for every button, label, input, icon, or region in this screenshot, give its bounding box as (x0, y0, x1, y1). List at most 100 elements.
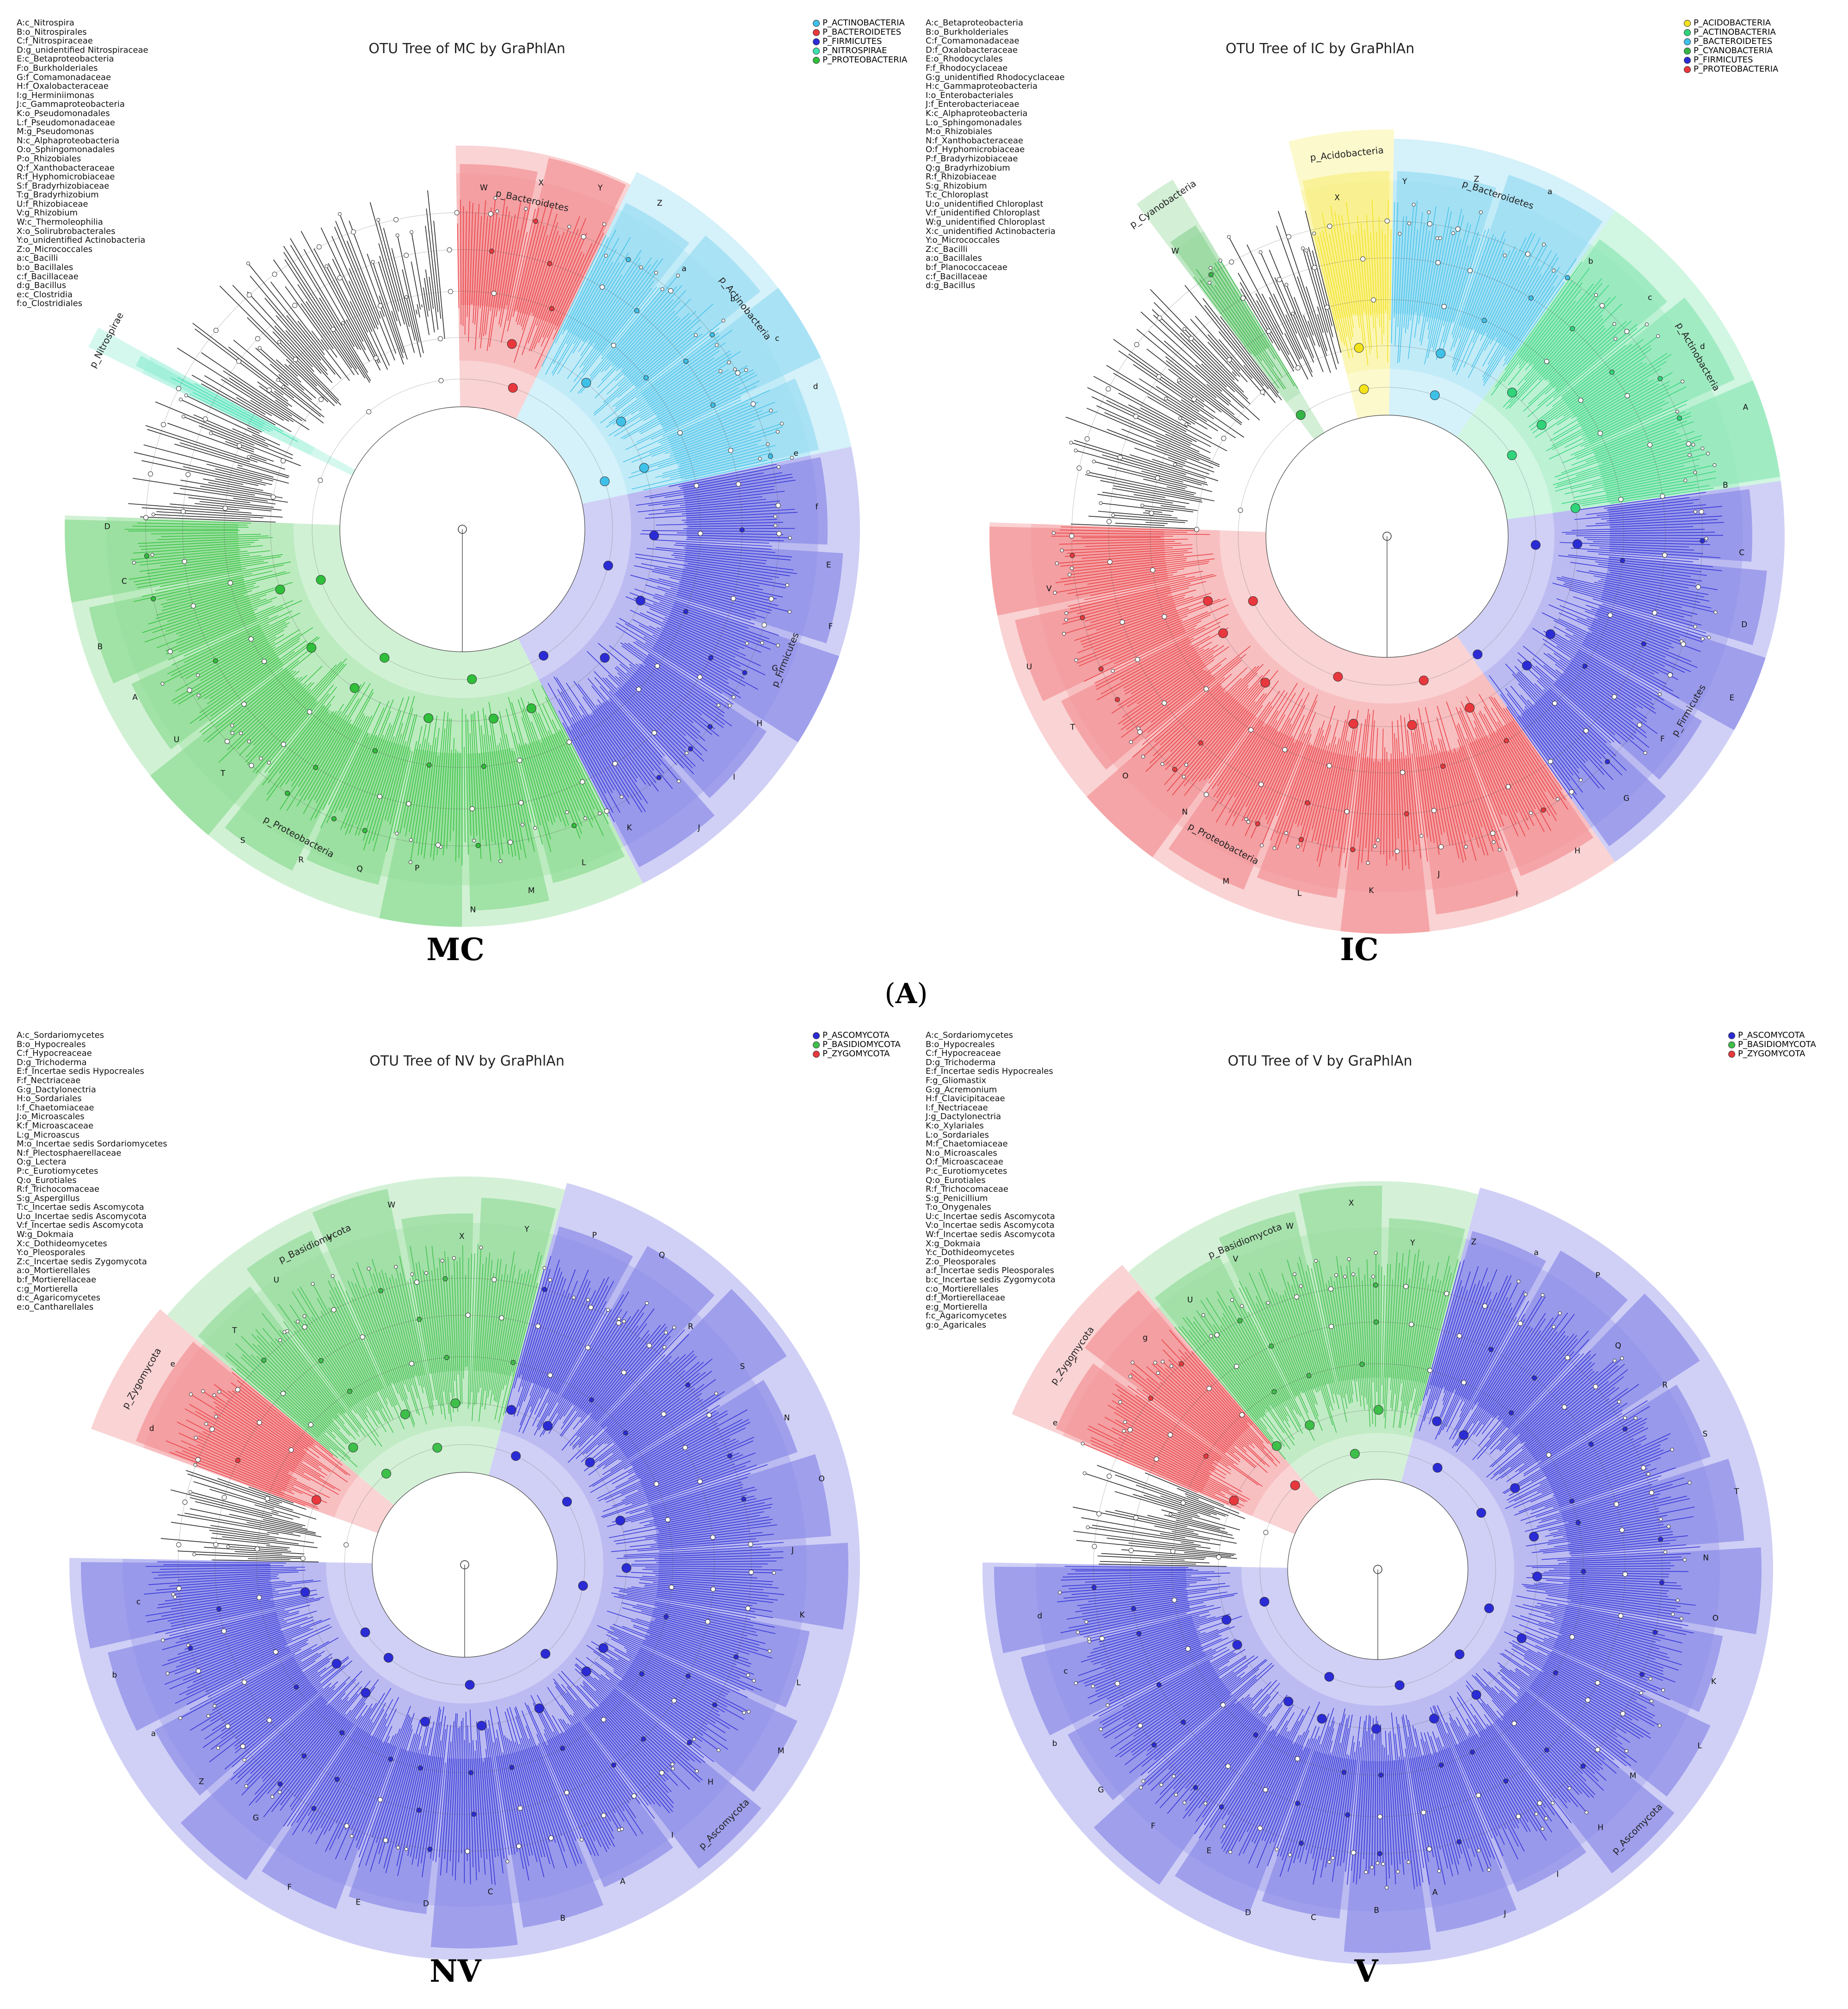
tree-node (313, 765, 319, 770)
tree-branch (1382, 1745, 1388, 1888)
tree-node (289, 1447, 294, 1453)
tree-branch (1439, 750, 1467, 860)
tree-branch (1113, 1444, 1244, 1507)
tree-branch (432, 1725, 448, 1861)
tree-branch (596, 1379, 716, 1468)
tree-branch (602, 677, 694, 774)
tree-branch (456, 1261, 461, 1405)
tree-branch (1185, 1493, 1199, 1500)
tree-branch (214, 1411, 321, 1477)
leaf-node (1503, 253, 1507, 257)
tree-branch (594, 671, 684, 768)
tree-branch (632, 1410, 728, 1467)
abbreviation-item: Z:c_Incertae sedis Zygomycota (17, 1256, 147, 1267)
tree-node (360, 1334, 365, 1340)
tree-branch (614, 1516, 769, 1542)
tree-branch (239, 682, 312, 756)
tree-branch (266, 1545, 290, 1549)
abbreviation-item: N:f_Plectosphaerellaceae (17, 1148, 122, 1158)
tree-branch (1515, 1672, 1637, 1763)
tree-node (1459, 1430, 1469, 1440)
leaf-node (677, 779, 681, 784)
tree-branch (246, 1522, 322, 1537)
tree-branch (188, 1446, 292, 1492)
tree-branch (580, 288, 671, 394)
tree-node (1676, 415, 1682, 421)
abbreviation-item: U:o_Incertae sedis Ascomycota (17, 1211, 147, 1221)
tree-branch (1483, 270, 1554, 383)
tree-branch (524, 1703, 592, 1855)
tree-branch (391, 311, 408, 360)
tree-branch (1119, 1394, 1231, 1470)
subclade-band (1553, 1605, 1723, 1712)
sector-letter: T (1070, 723, 1075, 732)
tree-branch (1599, 607, 1703, 643)
tree-branch (1459, 1294, 1526, 1417)
tree-branch (1556, 645, 1655, 710)
tree-node (372, 748, 378, 753)
tree-branch (1269, 297, 1301, 360)
tree-branch (1492, 1331, 1558, 1418)
tree-node (1225, 1764, 1231, 1769)
panel-nv: p_Basidiomycota p_Ascomycota p_Zygomycota T… (0, 1017, 925, 2009)
tree-branch (1291, 1285, 1337, 1433)
tree-branch (1587, 539, 1708, 542)
tree-branch (1096, 637, 1194, 690)
tree-node (517, 1805, 523, 1811)
sector-letter: R (688, 1322, 694, 1331)
subclade-band (642, 1601, 810, 1708)
tree-branch (162, 612, 301, 684)
tree-branch (221, 1660, 330, 1739)
tree-branch (369, 202, 405, 325)
leaf-node (1164, 397, 1168, 401)
tree-branch (1397, 216, 1407, 363)
tree-branch (1306, 286, 1328, 351)
tree-branch (346, 319, 370, 362)
tree-node (377, 794, 382, 799)
tree-branch (1571, 404, 1687, 456)
tree-branch (578, 1334, 689, 1448)
tree-branch (1087, 1428, 1225, 1496)
tree-node (236, 358, 241, 364)
abbreviation-item: J:c_Gammaproteobacteria (17, 99, 125, 110)
tree-branch (1431, 1266, 1479, 1409)
tree-branch (1391, 202, 1395, 343)
tree-node (1658, 376, 1663, 381)
leaf-node (132, 561, 136, 565)
tree-branch (190, 1497, 306, 1526)
tree-branch (200, 637, 276, 681)
tree-branch (262, 1692, 346, 1782)
sector-letter: F (1660, 735, 1665, 744)
tree-branch (469, 1253, 475, 1405)
tree-branch (1424, 707, 1460, 859)
tree-branch (363, 723, 404, 851)
tree-branch (214, 1384, 304, 1450)
tree-node (1069, 553, 1075, 558)
panel-title-v: OTU Tree of V by GraPhlAn (1228, 1053, 1412, 1069)
tree-branch (199, 651, 295, 721)
tree-branch (597, 300, 681, 388)
subclade-band (1560, 297, 1735, 445)
tree-branch (541, 742, 568, 813)
leaf-node (787, 610, 792, 614)
tree-branch (1190, 1696, 1271, 1791)
panel-v: p_Basidiomycota p_Ascomycota p_Zygomycota U… (925, 1017, 1848, 2009)
tree-branch (1107, 1650, 1216, 1706)
tree-branch (332, 1276, 393, 1407)
tree-branch (167, 624, 270, 674)
tree-branch (522, 1710, 583, 1864)
tree-branch (1498, 1672, 1617, 1774)
tree-branch (580, 1684, 678, 1786)
tree-branch (1379, 1733, 1381, 1863)
tree-node (308, 1422, 313, 1427)
tree-branch (292, 1703, 377, 1835)
leaf-node (1168, 1513, 1173, 1517)
tree-node (362, 828, 368, 833)
tree-node (203, 416, 208, 422)
tree-branch (1433, 1713, 1492, 1858)
leaf-node (1375, 1861, 1380, 1865)
tree-branch (1204, 305, 1278, 398)
tree-branch (1420, 1739, 1453, 1865)
tree-branch (1479, 694, 1550, 816)
tree-branch (1389, 1252, 1398, 1378)
